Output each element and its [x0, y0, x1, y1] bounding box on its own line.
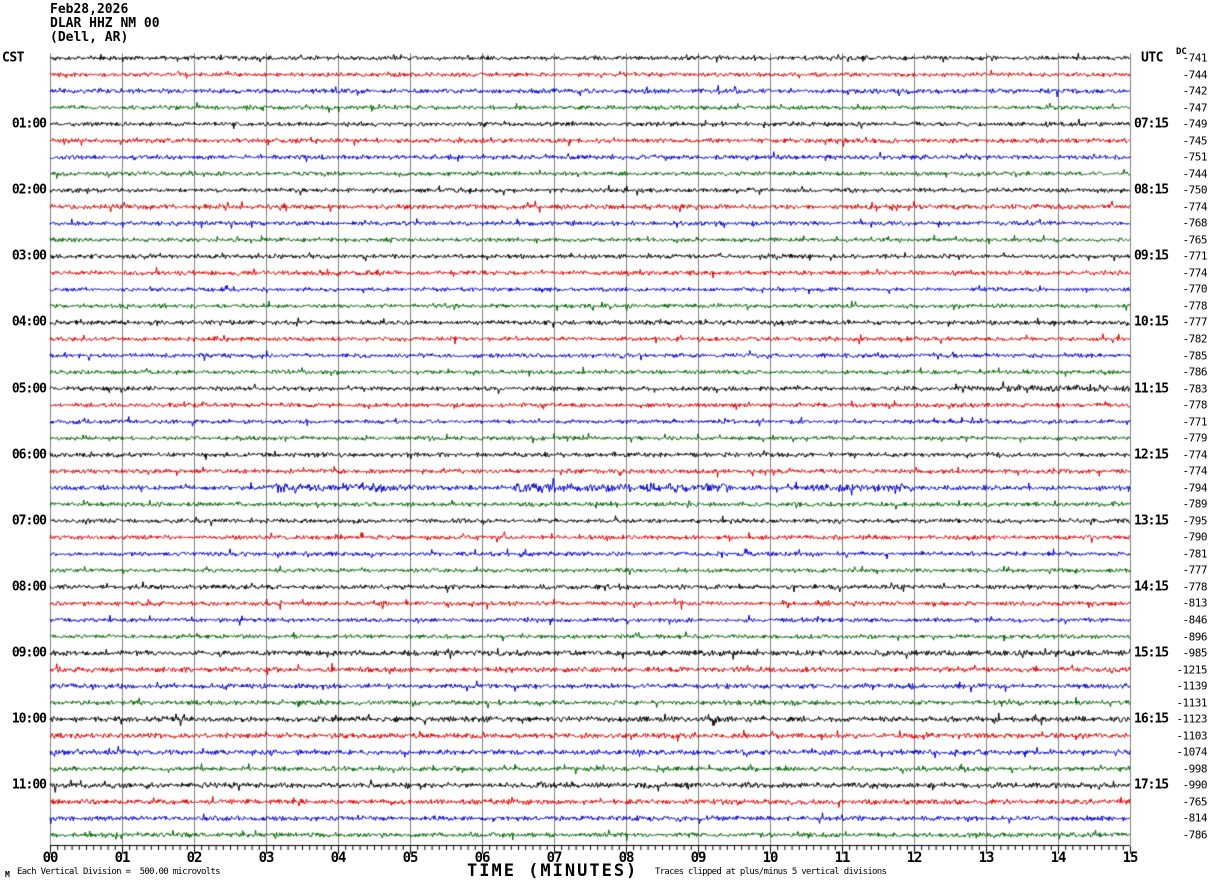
- dc-offset-value: -751: [1182, 150, 1208, 164]
- x-tick-label: 12: [906, 850, 923, 866]
- dc-offset-value: -789: [1182, 497, 1208, 511]
- x-tick-label: 10: [762, 850, 779, 866]
- utc-hour-label: 14:15: [1134, 579, 1169, 595]
- x-tick-label: 06: [474, 850, 491, 866]
- dc-offset-value: -1131: [1176, 696, 1207, 710]
- x-tick-label: 15: [1122, 850, 1139, 866]
- dc-offset-value: -1123: [1176, 712, 1207, 726]
- dc-offset-value: -777: [1182, 315, 1208, 329]
- dc-offset-value: -846: [1182, 613, 1208, 627]
- cst-hour-label: 04:00: [11, 314, 47, 330]
- dc-offset-value: -998: [1182, 762, 1208, 776]
- dc-offset-value: -790: [1182, 530, 1208, 544]
- dc-offset-value: -768: [1182, 216, 1208, 230]
- dc-offset-value: -749: [1182, 117, 1208, 131]
- dc-offset-value: -786: [1182, 365, 1208, 379]
- dc-offset-value: -771: [1182, 249, 1208, 263]
- dc-offset-value: -774: [1182, 266, 1208, 280]
- dc-offset-value: -1074: [1176, 745, 1207, 759]
- dc-offset-value: -747: [1182, 101, 1208, 115]
- utc-hour-label: 10:15: [1134, 314, 1169, 330]
- dc-offset-value: -774: [1182, 464, 1208, 478]
- dc-column-title: DC: [1176, 47, 1187, 57]
- utc-hour-label: 12:15: [1134, 447, 1169, 463]
- x-tick-label: 14: [1050, 850, 1067, 866]
- dc-offset-value: -1103: [1176, 729, 1207, 743]
- utc-hour-label: 08:15: [1134, 182, 1169, 198]
- cst-hour-label: 09:00: [11, 645, 47, 661]
- dc-offset-value: -774: [1182, 448, 1208, 462]
- dc-offset-value: -765: [1182, 233, 1208, 247]
- dc-offset-value: -741: [1182, 51, 1208, 65]
- x-tick-label: 00: [42, 850, 59, 866]
- header-station-code: DLAR HHZ NM 00: [50, 16, 160, 31]
- dc-offset-value: -794: [1182, 481, 1208, 495]
- x-tick-label: 01: [114, 850, 131, 866]
- dc-offset-value: -745: [1182, 134, 1208, 148]
- vertical-scale-note: Each Vertical Division = 500.00 microvol…: [17, 867, 221, 877]
- utc-hour-label: 17:15: [1134, 777, 1169, 793]
- header-date: Feb28,2026: [50, 2, 129, 17]
- dc-offset-value: -777: [1182, 563, 1208, 577]
- dc-offset-value: -896: [1182, 630, 1208, 644]
- x-tick-label: 03: [258, 850, 275, 866]
- x-tick-label: 13: [978, 850, 995, 866]
- x-tick-label: 05: [402, 850, 419, 866]
- dc-offset-value: -770: [1182, 282, 1208, 296]
- dc-offset-value: -1139: [1176, 679, 1207, 693]
- left-axis-title-cst: CST: [2, 50, 24, 66]
- cst-hour-label: 07:00: [11, 513, 47, 529]
- dc-offset-value: -742: [1182, 84, 1208, 98]
- cst-hour-label: 02:00: [11, 182, 47, 198]
- cst-hour-label: 08:00: [11, 579, 47, 595]
- utc-hour-label: 11:15: [1134, 381, 1169, 397]
- cst-hour-label: 11:00: [11, 777, 47, 793]
- dc-offset-value: -781: [1182, 547, 1208, 561]
- x-axis-title: TIME (MINUTES): [467, 861, 639, 881]
- dc-offset-value: -785: [1182, 349, 1208, 363]
- x-tick-label: 04: [330, 850, 347, 866]
- clipping-note: Traces clipped at plus/minus 5 vertical …: [655, 867, 887, 877]
- cst-hour-label: 05:00: [11, 381, 47, 397]
- utc-hour-label: 15:15: [1134, 645, 1169, 661]
- dc-offset-value: -795: [1182, 514, 1208, 528]
- x-tick-label: 02: [186, 850, 203, 866]
- utc-hour-label: 13:15: [1134, 513, 1169, 529]
- utc-hour-label: 16:15: [1134, 711, 1169, 727]
- dc-offset-value: -814: [1182, 811, 1208, 825]
- dc-offset-value: -786: [1182, 828, 1208, 842]
- dc-offset-value: -774: [1182, 200, 1208, 214]
- dc-offset-value: -771: [1182, 415, 1208, 429]
- x-tick-label: 11: [834, 850, 851, 866]
- utc-hour-label: 07:15: [1134, 116, 1169, 132]
- dc-offset-value: -778: [1182, 580, 1208, 594]
- dc-offset-value: -750: [1182, 183, 1208, 197]
- x-tick-label: 07: [546, 850, 563, 866]
- dc-offset-value: -783: [1182, 382, 1208, 396]
- cst-hour-label: 01:00: [11, 116, 47, 132]
- x-tick-label: 09: [690, 850, 707, 866]
- dc-offset-value: -782: [1182, 332, 1208, 346]
- dc-offset-value: -779: [1182, 431, 1208, 445]
- dc-offset-value: -744: [1182, 167, 1208, 181]
- cst-hour-label: 03:00: [11, 248, 47, 264]
- dc-offset-value: -778: [1182, 299, 1208, 313]
- dc-offset-value: -985: [1182, 646, 1208, 660]
- x-tick-label: 08: [618, 850, 635, 866]
- dc-offset-value: -990: [1182, 778, 1208, 792]
- corner-mark: M: [5, 870, 10, 879]
- dc-offset-value: -744: [1182, 68, 1208, 82]
- right-axis-title-utc: UTC: [1141, 50, 1163, 66]
- cst-hour-label: 10:00: [11, 711, 47, 727]
- dc-offset-value: -1215: [1176, 663, 1207, 677]
- header-station-location: (Dell, AR): [50, 30, 129, 45]
- dc-offset-value: -813: [1182, 596, 1208, 610]
- utc-hour-label: 09:15: [1134, 248, 1169, 264]
- cst-hour-label: 06:00: [11, 447, 47, 463]
- dc-offset-value: -765: [1182, 795, 1208, 809]
- dc-offset-value: -778: [1182, 398, 1208, 412]
